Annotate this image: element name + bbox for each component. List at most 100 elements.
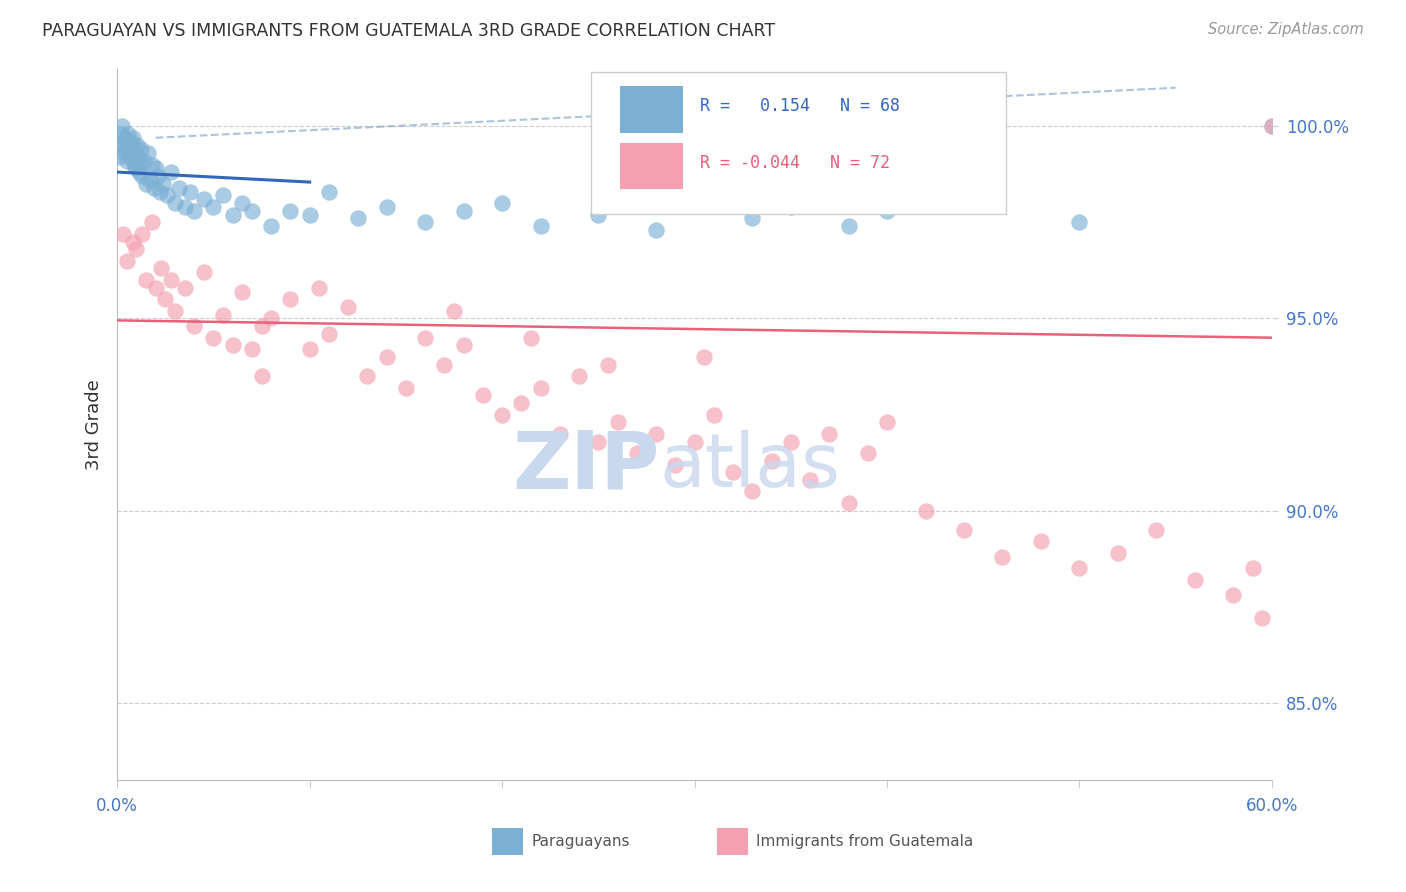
Point (124, 153, 146, 168)
Point (173, 200, 195, 214)
Point (596, 358, 619, 372)
Point (298, 343, 321, 357)
Point (131, 169, 153, 184)
Point (308, 281, 330, 295)
Point (183, 319, 205, 334)
Point (111, 135, 134, 149)
Point (318, 326, 340, 341)
Point (1241, 561, 1264, 575)
Point (118, 138, 141, 153)
Point (231, 285, 253, 299)
Point (972, 196, 994, 211)
Point (529, 381, 551, 395)
Point (683, 434, 706, 449)
Text: atlas: atlas (659, 430, 841, 503)
Point (413, 331, 436, 345)
Point (112, 146, 135, 161)
Point (163, 303, 186, 318)
Point (645, 426, 668, 441)
Point (179, 185, 201, 199)
Point (606, 415, 628, 429)
Point (741, 211, 763, 226)
Point (152, 177, 174, 191)
Text: R = -0.044   N = 72: R = -0.044 N = 72 (700, 154, 890, 172)
Point (135, 177, 157, 191)
Point (145, 281, 167, 295)
Point (443, 303, 465, 318)
Point (991, 549, 1014, 564)
Point (125, 161, 148, 176)
Point (375, 200, 398, 214)
Point (741, 484, 763, 499)
Point (799, 473, 821, 487)
Point (142, 180, 165, 194)
Point (145, 161, 167, 176)
Point (135, 273, 157, 287)
Point (395, 381, 418, 395)
Point (721, 465, 744, 479)
Point (664, 458, 686, 472)
Point (838, 219, 860, 234)
Point (134, 153, 156, 168)
Point (127, 150, 149, 164)
Point (914, 504, 936, 518)
Point (160, 273, 183, 287)
Point (1107, 546, 1129, 560)
Point (156, 188, 179, 202)
Text: PARAGUAYAN VS IMMIGRANTS FROM GUATEMALA 3RD GRADE CORRELATION CHART: PARAGUAYAN VS IMMIGRANTS FROM GUATEMALA … (42, 22, 775, 40)
Point (250, 319, 273, 334)
Point (111, 227, 134, 241)
Point (150, 261, 173, 276)
Point (818, 426, 841, 441)
Point (529, 219, 551, 234)
Point (1261, 119, 1284, 133)
Point (231, 196, 253, 211)
Point (1222, 588, 1244, 602)
Point (356, 369, 378, 384)
Point (510, 396, 533, 410)
Point (520, 331, 543, 345)
Point (124, 142, 146, 156)
Point (453, 338, 475, 352)
Point (120, 135, 142, 149)
Point (953, 523, 976, 537)
Point (491, 408, 513, 422)
Point (1184, 573, 1206, 587)
Point (193, 192, 215, 206)
Point (121, 235, 143, 249)
Point (125, 242, 148, 256)
Point (346, 211, 368, 226)
Point (160, 165, 183, 179)
Point (491, 196, 513, 211)
Text: ZIP: ZIP (513, 428, 659, 506)
Point (122, 158, 145, 172)
Point (221, 338, 243, 352)
Point (212, 188, 235, 202)
Point (240, 343, 263, 357)
Point (260, 219, 283, 234)
Point (202, 331, 225, 345)
Point (148, 185, 170, 199)
Point (703, 408, 725, 422)
Point (1146, 523, 1168, 537)
Point (260, 311, 283, 326)
Text: R =   0.154   N = 68: R = 0.154 N = 68 (700, 97, 900, 115)
Point (548, 426, 571, 441)
Point (337, 300, 360, 314)
Point (193, 265, 215, 279)
Text: Paraguayans: Paraguayans (531, 834, 630, 848)
Point (202, 200, 225, 214)
Point (115, 153, 138, 168)
Point (1069, 561, 1091, 575)
Y-axis label: 3rd Grade: 3rd Grade (86, 379, 103, 469)
Point (626, 446, 648, 460)
Point (221, 208, 243, 222)
Point (118, 150, 141, 164)
FancyBboxPatch shape (620, 144, 683, 189)
Point (136, 146, 159, 161)
Point (761, 454, 783, 468)
Point (108, 150, 131, 164)
Point (280, 203, 302, 218)
FancyBboxPatch shape (591, 72, 1007, 214)
Point (111, 119, 134, 133)
